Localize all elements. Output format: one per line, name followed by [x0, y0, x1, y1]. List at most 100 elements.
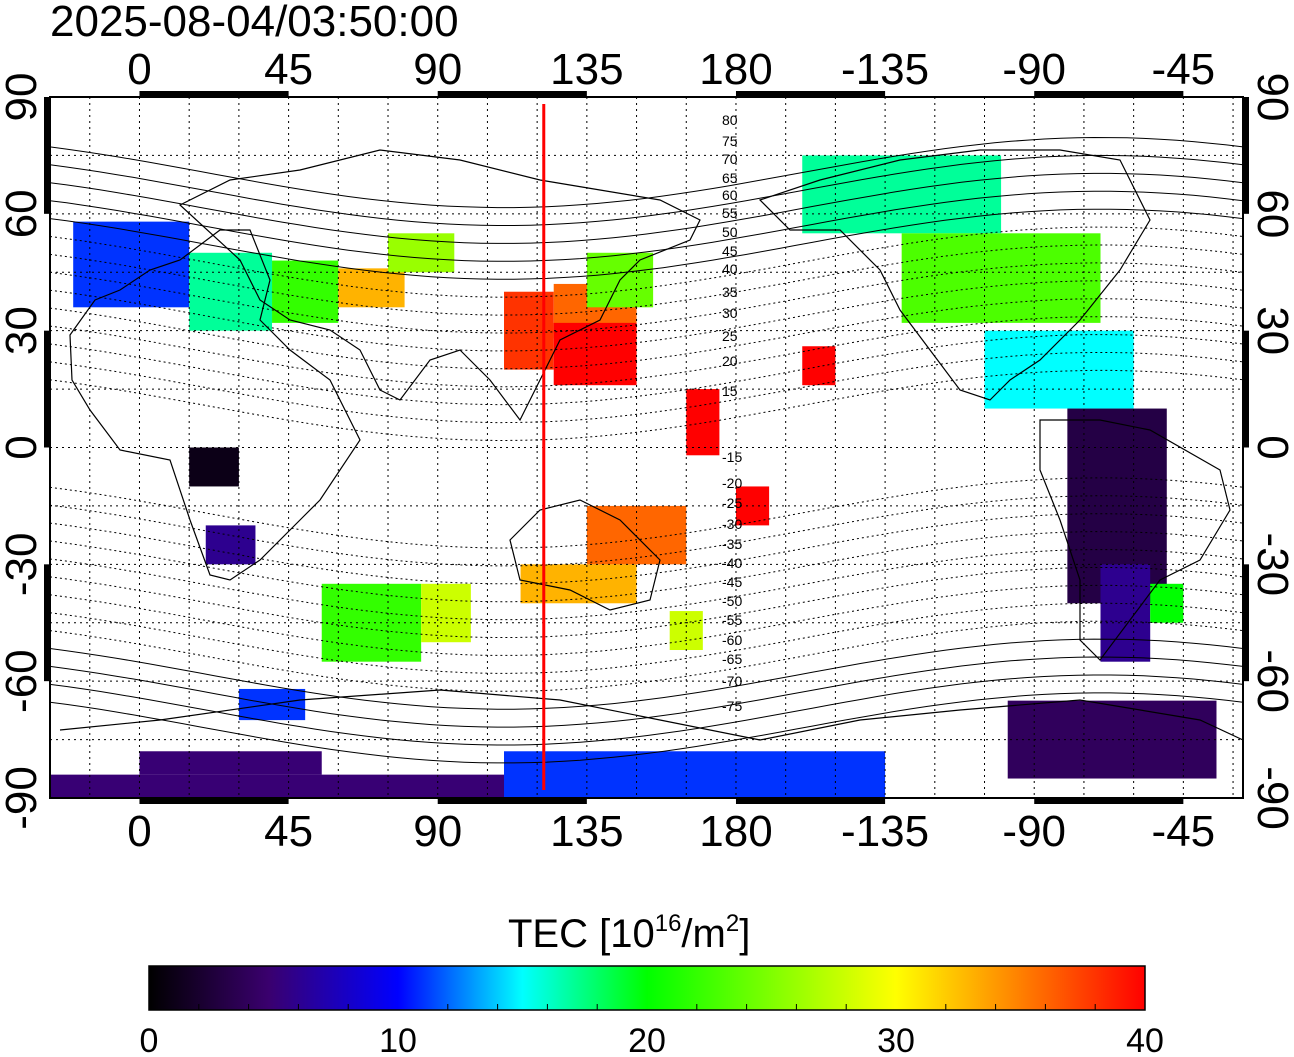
tec-patch: [338, 268, 405, 308]
top-longitude-label: -45: [1152, 45, 1216, 94]
contour-line: [50, 136, 1243, 209]
coastline-south-america: [1039, 419, 1231, 661]
left-latitude-label: 30: [0, 306, 46, 355]
tec-patch: [388, 233, 455, 273]
tec-patch: [272, 260, 339, 323]
contour-label: 20: [722, 353, 738, 369]
contour-line: [50, 531, 1243, 603]
contour-line: [50, 513, 1243, 585]
graticule: [50, 97, 1243, 798]
contour-line: [50, 316, 1243, 388]
contour-label: -20: [722, 475, 742, 491]
contour-line: [50, 692, 1243, 764]
contour-line: [50, 172, 1243, 244]
contour-label: 45: [722, 243, 738, 259]
top-longitude-label: 180: [699, 45, 772, 94]
bottom-longitude-label: -135: [841, 807, 929, 856]
bottom-longitude-label: 0: [127, 807, 151, 856]
tec-patch: [421, 583, 471, 643]
page-title: 2025-08-04/03:50:00: [50, 0, 459, 46]
top-longitude-label: -135: [841, 45, 929, 94]
tec-patch: [139, 751, 322, 775]
contour-label: -45: [722, 574, 742, 590]
bottom-longitude-label: -90: [1002, 807, 1066, 856]
contour-label: -75: [722, 698, 742, 714]
tec-patch: [504, 291, 554, 370]
contour-line: [50, 190, 1243, 262]
top-longitude-ticks: 0 45 90 135 180 -135 -90 -45: [127, 45, 1215, 94]
colorbar-title-prefix: TEC [10: [508, 912, 655, 956]
contour-line: [50, 352, 1243, 424]
contour-line: [50, 638, 1243, 710]
contour-line: [50, 477, 1243, 549]
left-latitude-label: 90: [0, 73, 46, 122]
tec-patch: [189, 447, 239, 487]
colorbar-tick-label: 10: [379, 1022, 417, 1057]
axis-bar: [1243, 564, 1249, 682]
coastline-antarctica: [59, 689, 1243, 741]
top-longitude-label: 135: [550, 45, 623, 94]
contour-line: [50, 208, 1243, 280]
contour-line: [50, 154, 1243, 226]
contour-label: -35: [722, 536, 742, 552]
contour-label: 55: [722, 205, 738, 221]
right-latitude-label: 60: [1248, 189, 1294, 238]
colorbar-tick-label: 30: [877, 1022, 915, 1057]
contour-label: -55: [722, 612, 742, 628]
tec-patch: [1100, 564, 1151, 662]
tec-patch: [901, 233, 1101, 323]
bottom-longitude-label: -45: [1152, 807, 1216, 856]
contour-line: [50, 674, 1243, 746]
contour-line: [50, 549, 1243, 621]
contour-label: -15: [722, 449, 742, 465]
contour-line: [50, 656, 1243, 728]
coastline-europe-africa: [69, 229, 361, 581]
contour-label: 65: [722, 170, 738, 186]
contour-label: -60: [722, 632, 742, 648]
contour-label: -70: [722, 673, 742, 689]
colorbar-title-unit: /m: [681, 912, 726, 956]
tec-patch: [205, 525, 256, 565]
axis-bar: [139, 91, 289, 97]
colorbar-gradient: [148, 965, 1146, 1011]
left-latitude-label: -60: [0, 649, 46, 713]
contour-line: [50, 244, 1243, 316]
axis-bar: [1034, 91, 1184, 97]
axis-bar: [437, 91, 587, 97]
contour-label: -25: [722, 495, 742, 511]
axis-bar: [44, 330, 50, 448]
contour-line: [50, 298, 1243, 370]
colorbar-title: TEC [1016/m2]: [508, 902, 750, 956]
axis-bar: [44, 97, 50, 214]
contour-label: 60: [722, 187, 738, 203]
right-latitude-ticks: 90 60 30 0 -30 -60 -90: [1248, 73, 1294, 830]
colorbar-minor-ticks: [198, 1004, 1096, 1010]
bottom-longitude-label: 90: [413, 807, 462, 856]
contour-label: -40: [722, 555, 742, 571]
tec-patch: [984, 330, 1134, 409]
axis-bar: [1034, 798, 1184, 804]
colorbar: 0 10 20 30 40: [140, 965, 1164, 1057]
colorbar-title-exponent-2: 2: [725, 910, 740, 937]
top-longitude-label: -90: [1002, 45, 1066, 94]
right-latitude-label: 30: [1248, 306, 1294, 355]
coastline-eurasia: [178, 149, 701, 422]
contour-line: [50, 262, 1243, 334]
contour-line: [50, 280, 1243, 352]
tec-patch: [73, 221, 190, 308]
colorbar-tick-label: 40: [1126, 1022, 1164, 1057]
contour-line: [50, 620, 1243, 692]
right-latitude-label: -30: [1248, 533, 1294, 597]
top-longitude-label: 90: [413, 45, 462, 94]
axis-bars: [44, 91, 1249, 804]
axis-bar: [735, 91, 886, 97]
bottom-longitude-label: 45: [264, 807, 313, 856]
colorbar-tick-label: 0: [140, 1022, 159, 1057]
tec-patch: [1150, 583, 1184, 623]
tec-patch: [553, 322, 637, 386]
tec-patch: [321, 583, 422, 662]
right-latitude-label: -60: [1248, 649, 1294, 713]
contour-line: [50, 226, 1243, 298]
